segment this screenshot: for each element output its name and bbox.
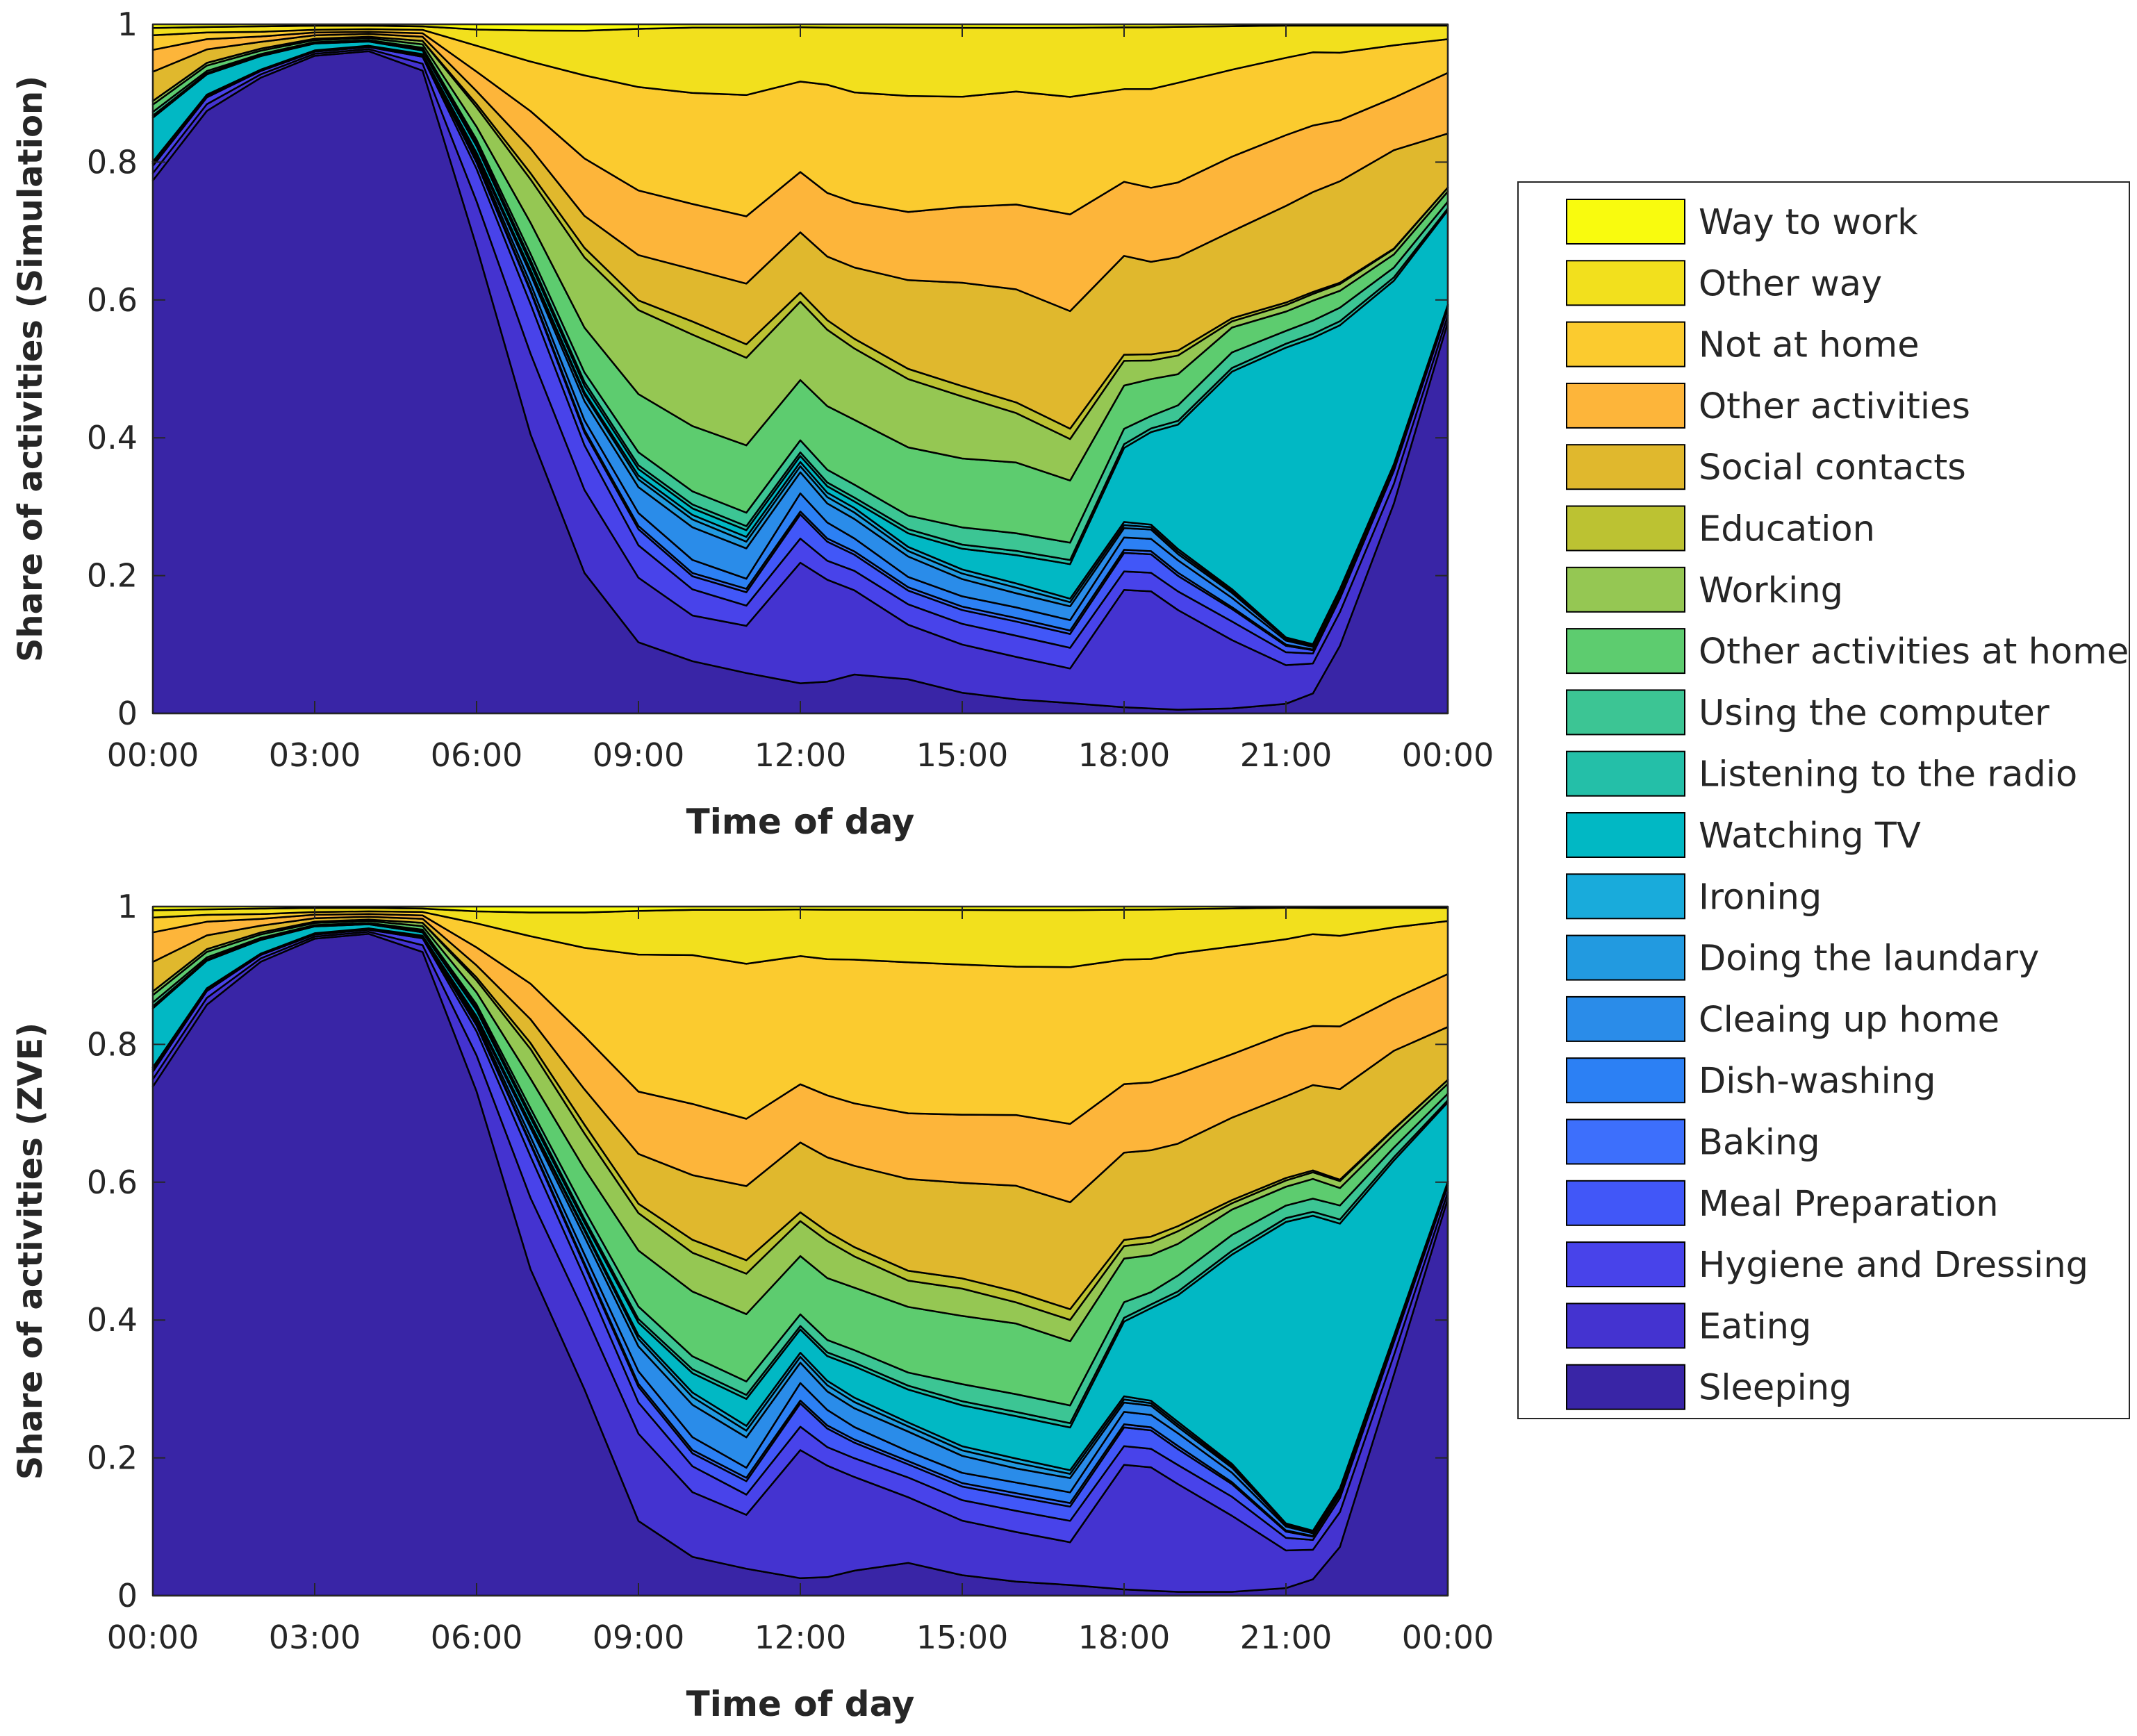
x-tick-label-zve: 21:00 (1240, 1619, 1332, 1656)
y-tick-label-simulation: 0.8 (87, 143, 138, 181)
legend-swatch-education (1566, 505, 1685, 552)
legend-swatch-doing-the-laundary (1566, 934, 1685, 981)
y-tick-label-simulation: 0.4 (87, 419, 138, 456)
y-tick-label-simulation: 0 (117, 695, 138, 732)
legend-label-other-way: Other way (1699, 263, 1882, 304)
x-tick-label-simulation: 06:00 (431, 736, 523, 774)
legend-label-eating: Eating (1699, 1306, 1811, 1347)
legend-swatch-other-way (1566, 260, 1685, 306)
x-axis-ticks-simulation: 00:00 03:00 06:00 09:00 12:00 15:00 18:00 21:00… (107, 24, 1494, 774)
legend-label-dish-washing: Dish-washing (1699, 1061, 1936, 1102)
legend-label-working: Working (1699, 570, 1843, 611)
y-tick-label-zve: 0.8 (87, 1025, 138, 1063)
legend-label-doing-the-laundary: Doing the laundary (1699, 939, 2039, 979)
legend-label-using-the-computer: Using the computer (1699, 693, 2049, 734)
legend-label-other-activities: Other activities (1699, 386, 1970, 427)
legend-label-way-to-work: Way to work (1699, 202, 1918, 243)
legend-swatch-social-contacts (1566, 444, 1685, 490)
x-axis-label-zve: Time of day (686, 1684, 915, 1724)
y-tick-label-simulation: 1 (117, 6, 138, 43)
legend-label-baking: Baking (1699, 1123, 1820, 1164)
legend-label-cleaing-up-home: Cleaing up home (1699, 1000, 1999, 1041)
y-tick-label-zve: 0.2 (87, 1439, 138, 1477)
legend-swatch-watching-tv (1566, 812, 1685, 858)
y-tick-label-zve: 0.6 (87, 1164, 138, 1201)
legend-box (1517, 181, 2130, 1419)
legend-label-other-activities-at-home: Other activities at home (1699, 631, 2129, 672)
legend-swatch-listening-to-the-radio (1566, 750, 1685, 797)
x-tick-label-simulation: 00:00 (107, 736, 199, 774)
legend-swatch-baking (1566, 1118, 1685, 1165)
x-tick-label-zve: 00:00 (107, 1619, 199, 1656)
x-tick-label-simulation: 00:00 (1402, 736, 1494, 774)
y-axis-ticks-zve: 0 0.2 0.4 0.6 0.8 1 (87, 888, 1448, 1614)
chart-zve: 00:00 03:00 06:00 09:00 12:00 15:00 18:00 21:00… (11, 888, 1494, 1724)
legend-swatch-way-to-work (1566, 199, 1685, 245)
y-tick-label-zve: 1 (117, 888, 138, 925)
legend-swatch-hygiene-and-dressing (1566, 1241, 1685, 1288)
chart-simulation: 00:00 03:00 06:00 09:00 12:00 15:00 18:00 21:00… (11, 6, 1494, 842)
x-tick-label-simulation: 03:00 (269, 736, 361, 774)
y-tick-label-simulation: 0.2 (87, 557, 138, 595)
x-tick-label-simulation: 09:00 (593, 736, 685, 774)
legend-swatch-using-the-computer (1566, 689, 1685, 736)
stacked-areas-zve (151, 905, 1449, 1597)
stacked-areas-simulation (151, 23, 1449, 715)
x-tick-label-simulation: 15:00 (916, 736, 1009, 774)
legend-swatch-eating (1566, 1303, 1685, 1349)
legend-label-hygiene-and-dressing: Hygiene and Dressing (1699, 1245, 2088, 1286)
x-tick-label-zve: 03:00 (269, 1619, 361, 1656)
x-tick-label-zve: 09:00 (593, 1619, 685, 1656)
y-tick-label-simulation: 0.6 (87, 281, 138, 319)
legend: Way to work Other way Not at home Other act… (1517, 181, 2130, 1419)
legend-swatch-other-activities (1566, 382, 1685, 429)
y-axis-label-zve: Share of activities (ZVE) (11, 1023, 50, 1480)
legend-label-listening-to-the-radio: Listening to the radio (1699, 754, 2077, 795)
x-tick-label-zve: 06:00 (431, 1619, 523, 1656)
legend-label-not-at-home: Not at home (1699, 325, 1920, 366)
x-axis-ticks-zve: 00:00 03:00 06:00 09:00 12:00 15:00 18:00 21:00… (107, 907, 1494, 1656)
x-tick-label-zve: 18:00 (1078, 1619, 1171, 1656)
legend-label-watching-tv: Watching TV (1699, 816, 1921, 857)
y-axis-label-simulation: Share of activities (Simulation) (11, 76, 50, 662)
x-tick-label-simulation: 12:00 (754, 736, 847, 774)
legend-swatch-other-activities-at-home (1566, 628, 1685, 675)
legend-label-ironing: Ironing (1699, 877, 1822, 918)
legend-swatch-not-at-home (1566, 321, 1685, 367)
x-tick-label-simulation: 21:00 (1240, 736, 1332, 774)
legend-label-education: Education (1699, 509, 1875, 550)
x-tick-label-zve: 15:00 (916, 1619, 1009, 1656)
legend-label-meal-preparation: Meal Preparation (1699, 1184, 1999, 1225)
legend-swatch-working (1566, 566, 1685, 613)
legend-swatch-dish-washing (1566, 1057, 1685, 1104)
legend-swatch-ironing (1566, 873, 1685, 920)
x-axis-label-simulation: Time of day (686, 802, 915, 842)
legend-label-sleeping: Sleeping (1699, 1368, 1852, 1409)
x-tick-label-zve: 12:00 (754, 1619, 847, 1656)
y-tick-label-zve: 0.4 (87, 1301, 138, 1339)
legend-swatch-sleeping (1566, 1364, 1685, 1410)
legend-swatch-meal-preparation (1566, 1180, 1685, 1226)
y-tick-label-zve: 0 (117, 1577, 138, 1614)
legend-label-social-contacts: Social contacts (1699, 447, 1966, 488)
legend-entries: Way to work Other way Not at home Other act… (1566, 199, 2129, 1410)
x-tick-label-zve: 00:00 (1402, 1619, 1494, 1656)
x-tick-label-simulation: 18:00 (1078, 736, 1171, 774)
legend-swatch-cleaing-up-home (1566, 995, 1685, 1042)
y-axis-ticks-simulation: 0 0.2 0.4 0.6 0.8 1 (87, 6, 1448, 732)
